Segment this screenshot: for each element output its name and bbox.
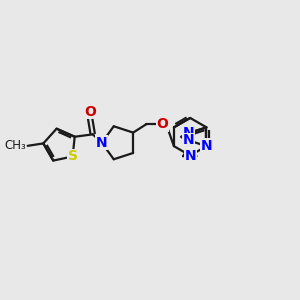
- Text: N: N: [184, 148, 196, 163]
- Text: O: O: [84, 105, 96, 119]
- Text: S: S: [68, 149, 78, 164]
- Text: N: N: [96, 136, 108, 150]
- Text: CH₃: CH₃: [5, 139, 26, 152]
- Text: N: N: [183, 126, 194, 140]
- Text: N: N: [183, 133, 194, 147]
- Text: N: N: [201, 139, 212, 153]
- Text: O: O: [157, 117, 169, 131]
